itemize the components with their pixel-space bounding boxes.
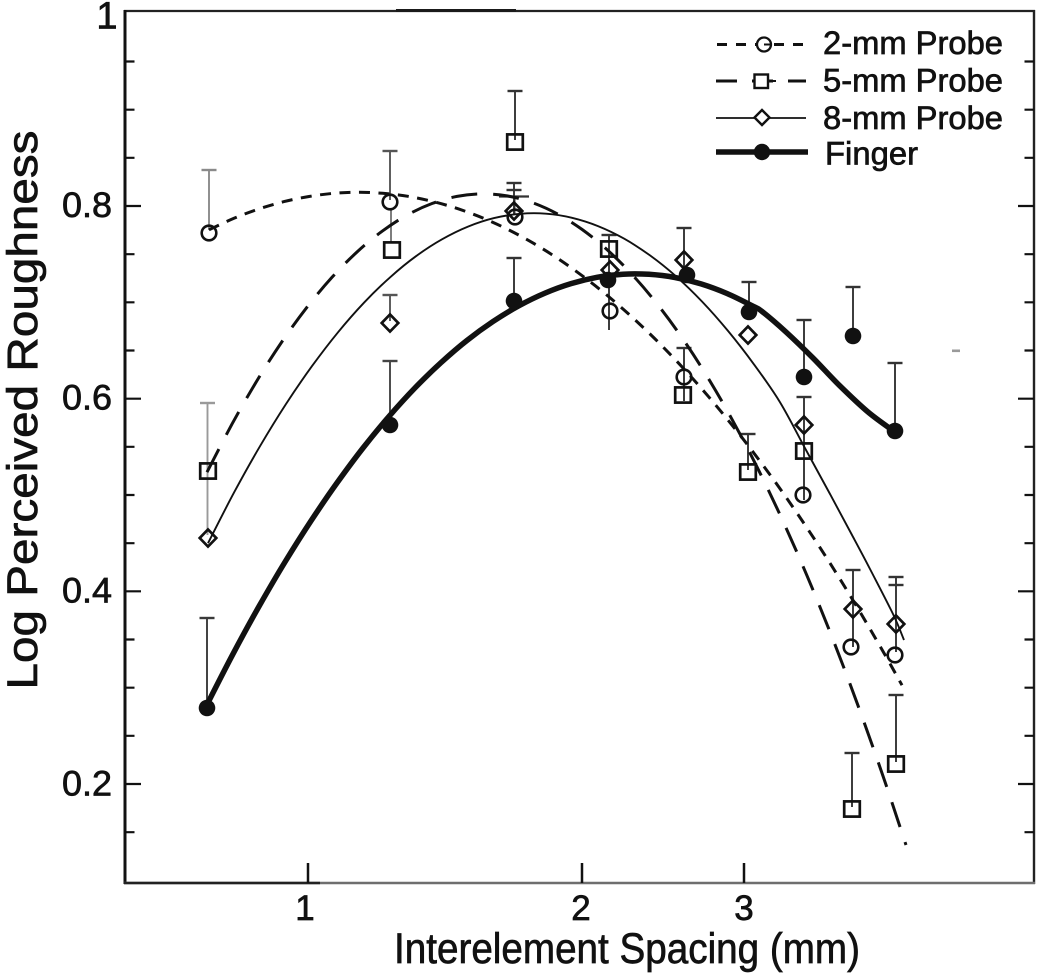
svg-text:1: 1 xyxy=(295,889,314,928)
svg-text:Finger: Finger xyxy=(825,136,918,172)
svg-text:0.8: 0.8 xyxy=(62,186,112,225)
svg-text:0.6: 0.6 xyxy=(62,379,112,418)
svg-text:Log Perceived Roughness: Log Perceived Roughness xyxy=(0,131,47,690)
svg-text:0.4: 0.4 xyxy=(62,572,112,611)
svg-text:8-mm Probe: 8-mm Probe xyxy=(823,100,1003,136)
svg-text:1: 1 xyxy=(96,0,117,38)
svg-text:2: 2 xyxy=(571,889,590,928)
svg-text:3: 3 xyxy=(734,889,753,928)
svg-text:0.2: 0.2 xyxy=(62,765,112,804)
svg-text:Interelement Spacing (mm): Interelement Spacing (mm) xyxy=(394,926,860,973)
svg-text:5-mm Probe: 5-mm Probe xyxy=(823,63,1003,99)
svg-text:2-mm Probe: 2-mm Probe xyxy=(823,25,1003,61)
